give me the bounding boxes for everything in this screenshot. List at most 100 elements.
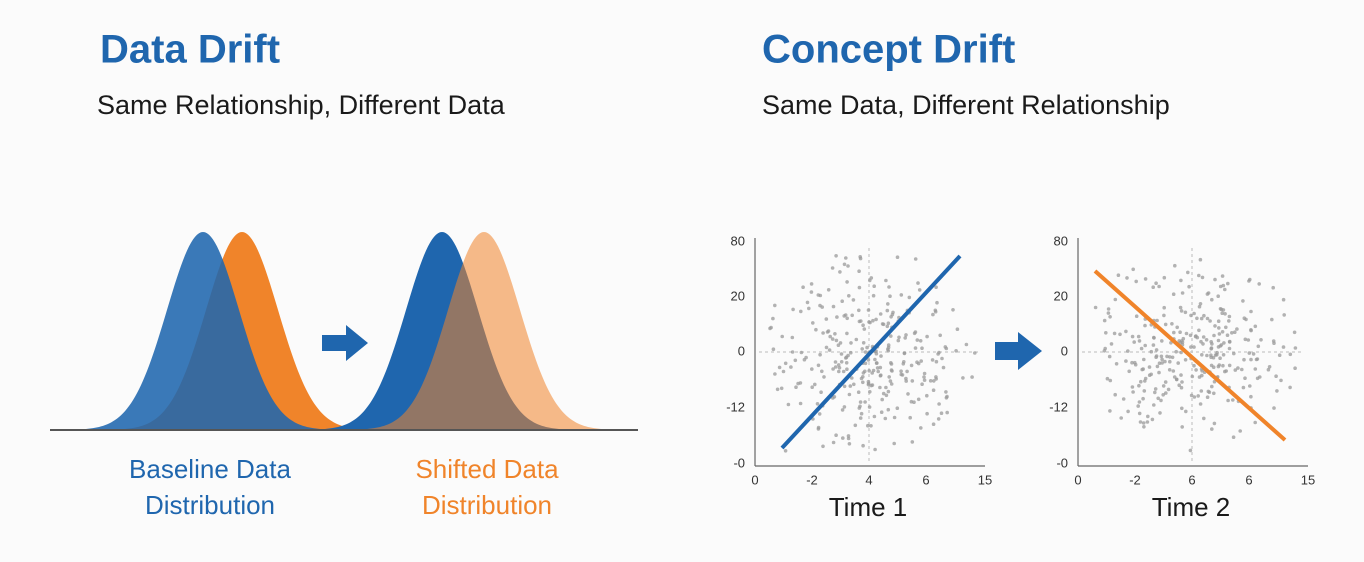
scatter-dot	[889, 315, 893, 319]
x-tick-label: -2	[806, 472, 818, 487]
scatter-dot	[1221, 308, 1226, 312]
scatter-dot	[899, 369, 903, 374]
scatter-dot	[1157, 361, 1162, 366]
scatter-dot	[1108, 378, 1113, 383]
scatter-dot	[884, 393, 889, 398]
scatter-dot	[1204, 338, 1209, 342]
scatter-dot	[821, 444, 825, 449]
scatter-dot	[1106, 307, 1111, 311]
scatter-dot	[1163, 359, 1167, 364]
scatter-dot	[1243, 376, 1247, 381]
scatter-dot	[1233, 368, 1238, 372]
scatter-dot	[867, 405, 872, 409]
scatter-dot	[1266, 367, 1271, 372]
scatter-dot	[1153, 390, 1157, 395]
scatter-dot	[1253, 324, 1258, 329]
scatter-dot	[1143, 376, 1148, 381]
scatter-dot	[1113, 392, 1117, 397]
scatter-dot	[1173, 263, 1177, 268]
scatter-dot	[1200, 369, 1204, 373]
scatter-dot	[1227, 314, 1232, 319]
scatter-dot	[1205, 292, 1210, 296]
scatter-dot	[1106, 311, 1111, 315]
scatter-dot	[909, 363, 914, 368]
scatter-dot	[851, 298, 856, 302]
scatter-dot	[846, 436, 851, 441]
y-tick-label: 20	[731, 288, 745, 303]
scatter-dot	[863, 361, 868, 366]
scatter-dot	[1270, 317, 1274, 322]
scatter-dot	[1102, 318, 1107, 323]
scatter-dot	[1222, 341, 1226, 345]
scatter-dot	[1188, 333, 1193, 338]
scatter-dot	[880, 322, 885, 326]
scatter-dot	[1178, 305, 1183, 310]
scatter-dot	[833, 365, 838, 369]
scatter-dot	[1201, 342, 1205, 346]
scatter-dot	[861, 375, 865, 379]
x-tick-label: 0	[751, 472, 758, 487]
x-tick-label: 15	[978, 472, 992, 487]
scatter-dot	[842, 262, 847, 267]
scatter-dot	[826, 288, 831, 292]
scatter-dot	[1238, 429, 1242, 433]
scatter-dot	[1160, 339, 1164, 343]
scatter-dot	[1137, 400, 1142, 404]
scatter-dot	[831, 367, 835, 371]
scatter-dot	[869, 424, 873, 428]
scatter-dot	[943, 345, 948, 349]
scatter-dot	[794, 385, 798, 390]
scatter-dot	[837, 369, 841, 374]
scatter-dot	[1178, 330, 1182, 335]
scatter-dot	[1130, 334, 1135, 339]
scatter-dot	[1230, 331, 1234, 335]
scatter-dot	[1197, 304, 1202, 309]
scatter-dot	[1161, 393, 1165, 397]
scatter-dot	[1108, 409, 1112, 413]
scatter-dot	[840, 408, 845, 412]
scatter-dot	[783, 449, 788, 453]
scatter-dot	[861, 371, 866, 375]
scatter-dot	[1212, 421, 1217, 426]
scatter-dot	[840, 299, 844, 304]
scatter-dot	[920, 382, 924, 387]
scatter-dot	[1209, 346, 1214, 350]
scatter-dot	[1240, 367, 1244, 372]
scatter-dot	[954, 349, 958, 353]
scatter-dot	[1137, 339, 1142, 343]
scatter-dot	[1249, 328, 1253, 332]
scatter-dot	[936, 417, 941, 421]
scatter-dot	[849, 341, 853, 345]
y-tick-label: 20	[1054, 288, 1068, 303]
scatter-dot	[1267, 365, 1272, 369]
scatter-dot	[905, 369, 909, 374]
trend-line	[1093, 269, 1287, 442]
scatter-dot	[919, 359, 923, 363]
scatter-dot	[830, 337, 835, 341]
scatter-dot	[1184, 409, 1188, 414]
scatter-dot	[791, 307, 795, 312]
scatter-dot	[1277, 353, 1282, 358]
scatter-dot	[824, 317, 829, 321]
scatter-dot	[1216, 319, 1221, 324]
scatter-dot	[842, 314, 846, 318]
scatter-dot	[850, 376, 854, 380]
scatter-dot	[908, 415, 912, 420]
scatter-dot	[1134, 279, 1138, 284]
scatter-dot	[1233, 330, 1237, 335]
scatter-dot	[799, 309, 803, 314]
scatter-dot	[1141, 396, 1145, 401]
scatter-dot	[841, 369, 846, 374]
scatter-dot	[1143, 343, 1147, 348]
scatter-dot	[1109, 342, 1114, 346]
scatter-dot	[1168, 355, 1172, 359]
x-tick-label: 6	[1245, 472, 1252, 487]
scatter-dot	[1205, 395, 1210, 400]
scatter-dot	[1105, 376, 1110, 381]
scatter-dot	[841, 436, 845, 440]
scatter-dot	[820, 369, 824, 374]
scatter-dot	[1163, 380, 1168, 384]
scatter-dot	[897, 335, 901, 340]
title: Concept Drift	[762, 28, 1015, 72]
scatter-dot	[1282, 313, 1286, 317]
